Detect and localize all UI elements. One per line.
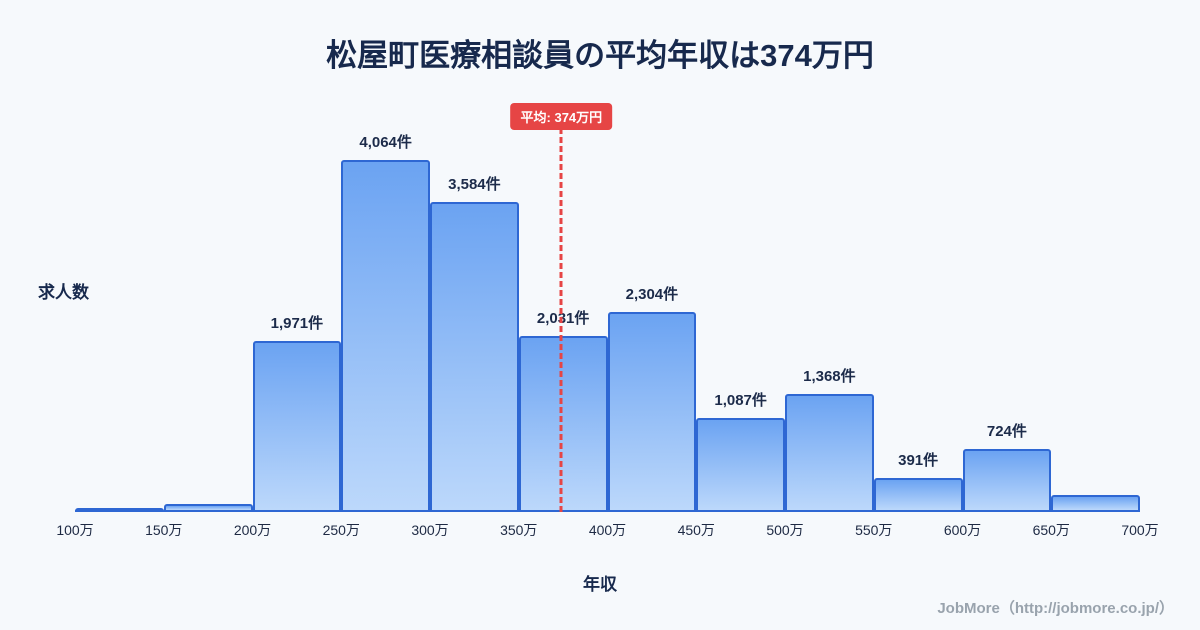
- y-axis-label: 求人数: [38, 283, 89, 302]
- bar-500万-550万: 1,368件: [785, 130, 874, 512]
- x-tick: 350万: [500, 522, 538, 538]
- bar-rect: [163, 504, 253, 512]
- bar-value-label: 4,064件: [359, 134, 412, 151]
- average-badge: 平均: 374万円: [510, 103, 613, 130]
- bar-rect: [1051, 494, 1140, 512]
- bar-rect: [341, 160, 430, 512]
- x-tick: 550万: [855, 522, 893, 538]
- x-tick: 500万: [766, 522, 804, 538]
- bar-400万-450万: 2,304件: [607, 130, 697, 512]
- bar-300万-350万: 3,584件: [430, 130, 519, 512]
- average-line: [559, 128, 563, 512]
- chart-title: 松屋町医療相談員の平均年収は374万円: [326, 38, 874, 73]
- bar-rect: [518, 336, 608, 512]
- x-tick: 650万: [1032, 522, 1070, 538]
- bar-value-label: 2,304件: [625, 286, 679, 304]
- bar-600万-650万: 724件: [962, 130, 1052, 512]
- bar-rect: [607, 312, 697, 512]
- bar-rect: [785, 393, 874, 512]
- bar-rect: [696, 417, 785, 512]
- bar-450万-500万: 1,087件: [696, 130, 785, 512]
- bar-rect: [75, 508, 164, 512]
- bar-650万-700万: [1051, 130, 1140, 512]
- bar-value-label: 2,031件: [536, 310, 590, 328]
- x-tick: 300万: [411, 522, 449, 538]
- bar-rect: [430, 201, 519, 512]
- x-tick: 450万: [677, 522, 715, 538]
- bar-value-label: 1,087件: [714, 391, 767, 409]
- x-tick: 600万: [943, 522, 982, 538]
- bar-value-label: 1,368件: [803, 367, 856, 385]
- bar-rect: [873, 478, 963, 512]
- bar-value-label: 724件: [986, 423, 1027, 441]
- x-tick: 700万: [1121, 522, 1159, 538]
- bar-value-label: 1,971件: [270, 315, 324, 333]
- bar-150万-200万: [163, 130, 253, 512]
- x-tick: 250万: [322, 522, 360, 538]
- plot-area: 平均: 374万円 1,971件 4,064件 3,584件 2,031件 2,304件…: [75, 103, 1140, 512]
- x-axis-ticks: 100万 150万 200万 250万 300万 350万 400万 450万 500万 550万…: [56, 520, 1158, 540]
- bar-rect: [252, 341, 342, 512]
- bar-550万-600万: 391件: [873, 130, 963, 512]
- bar-350万-400万: 2,031件: [518, 130, 608, 512]
- x-tick: 150万: [145, 522, 183, 538]
- bar-value-label: 3,584件: [448, 175, 501, 193]
- x-tick: 100万: [56, 522, 94, 538]
- bar-200万-250万: 1,971件: [252, 130, 342, 512]
- bar-value-label: 391件: [898, 452, 939, 470]
- footer-credit: JobMore（http://jobmore.co.jp/）: [937, 600, 1174, 617]
- x-axis-label: 年収: [583, 575, 617, 594]
- x-tick: 400万: [588, 522, 627, 538]
- bar-100万-150万: [75, 130, 164, 512]
- bar-rect: [962, 449, 1052, 512]
- bar-250万-300万: 4,064件: [341, 130, 430, 512]
- x-tick: 200万: [233, 522, 272, 538]
